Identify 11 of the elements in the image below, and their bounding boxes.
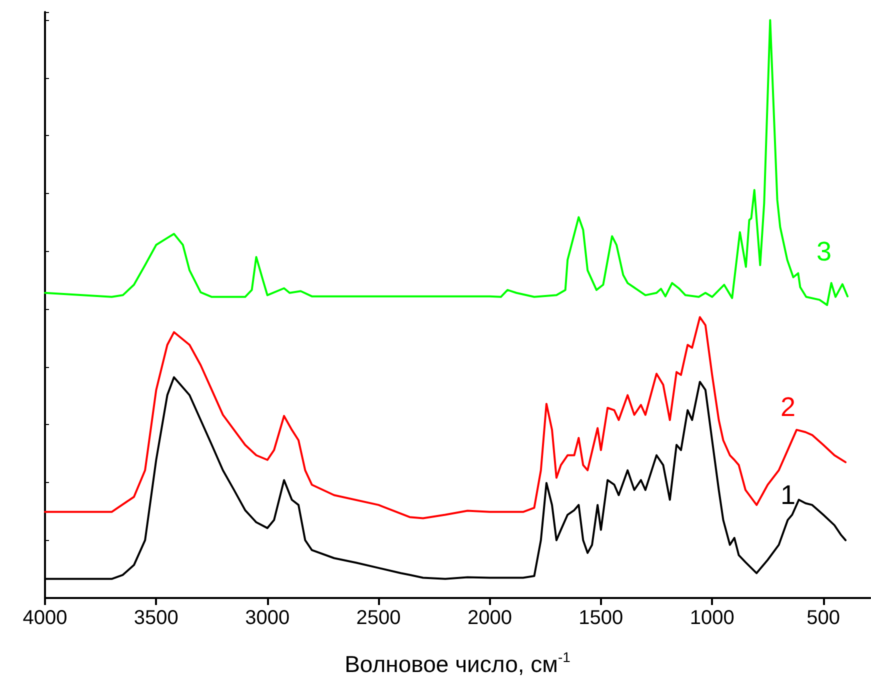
x-tick-label: 2500 [356,607,401,629]
series-label: 2 [780,392,796,422]
x-tick-label: 3500 [134,607,178,629]
series-label: 3 [816,236,832,266]
x-tick-label: 1000 [690,607,734,629]
series-label: 1 [780,480,796,510]
x-tick-label: 2000 [467,607,512,629]
x-tick-label: 500 [806,607,840,629]
x-tick-label: 4000 [22,607,68,629]
x-tick-label: 3000 [245,607,290,629]
x-tick-label: 1500 [578,607,624,629]
